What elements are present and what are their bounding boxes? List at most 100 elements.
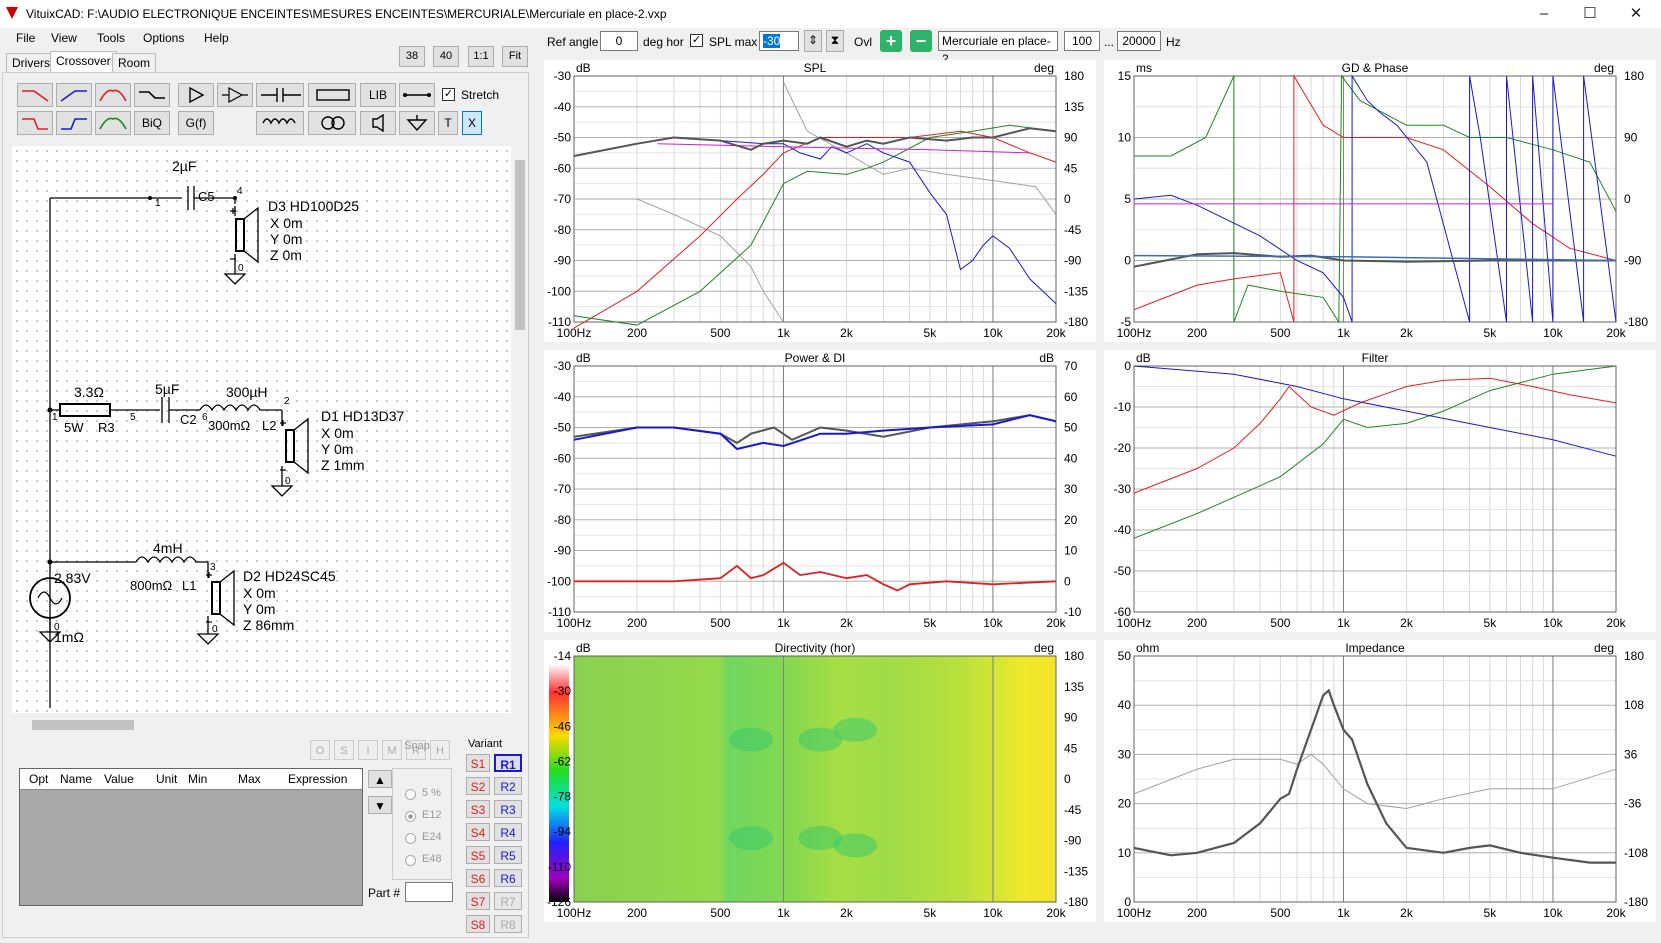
schematic-horizontal-scrollbar[interactable] xyxy=(12,718,511,732)
highpass-blue-2-tool[interactable] xyxy=(56,111,92,135)
transformer-tool[interactable] xyxy=(308,111,356,135)
filter-graph[interactable]: Filter dB 0 -10 -20 -30 -40 -50 -60 100Hz 200 500 1k… xyxy=(1104,350,1656,632)
variant-r3-button[interactable]: R3 xyxy=(494,800,522,818)
menu-tools[interactable]: Tools xyxy=(97,31,126,45)
speaker-tool[interactable] xyxy=(360,111,396,135)
x-tick-label: 1k xyxy=(1337,326,1351,340)
opamp-tool[interactable] xyxy=(217,83,253,107)
y-tick-label: -80 xyxy=(554,223,572,237)
ground-tool[interactable] xyxy=(399,111,435,135)
y2-tick-label: -108 xyxy=(1624,846,1648,860)
wire-tool[interactable] xyxy=(399,83,435,107)
variant-r4-button[interactable]: R4 xyxy=(494,823,522,841)
y-tick-label: 15 xyxy=(1118,69,1132,83)
buffer-tool[interactable] xyxy=(178,83,214,107)
t-button[interactable]: T xyxy=(438,111,458,135)
opt-i-button[interactable]: I xyxy=(358,740,378,760)
spl-max-value: -30 xyxy=(763,34,781,48)
spl-up-down-button[interactable]: ⇕ xyxy=(804,30,822,52)
x-button[interactable]: X xyxy=(462,111,482,135)
lowpass-red-2-tool[interactable] xyxy=(17,111,53,135)
spl-max-checkbox[interactable]: ✓ xyxy=(690,34,703,47)
gf-button[interactable]: G(f) xyxy=(178,111,214,135)
inductor-tool[interactable] xyxy=(256,111,304,135)
snap-e12-radio[interactable] xyxy=(405,811,416,822)
variant-r7-button[interactable]: R7 xyxy=(494,892,522,910)
snap-e48-radio[interactable] xyxy=(405,855,416,866)
impedance-graph[interactable]: Impedance ohm deg 50 40 30 20 10 0 180 108 36 -36 -10… xyxy=(1104,640,1656,922)
lowpass-red-tool[interactable] xyxy=(17,83,53,107)
close-button[interactable]: ✕ xyxy=(1629,5,1643,22)
snap-e24-label: E24 xyxy=(422,831,442,843)
tab-room[interactable]: Room xyxy=(112,53,157,72)
maximize-button[interactable]: ☐ xyxy=(1583,5,1597,22)
variant-s8-button[interactable]: S8 xyxy=(466,915,490,933)
opt-r-button[interactable]: R xyxy=(406,740,426,760)
optimizer-table[interactable]: Opt Name Value Unit Min Max Expression xyxy=(19,768,363,906)
scale-38-button[interactable]: 38 xyxy=(399,46,425,67)
opt-o-button[interactable]: O xyxy=(310,740,330,760)
spl-collapse-button[interactable]: ⧗ xyxy=(826,30,844,52)
variant-s1-button[interactable]: S1 xyxy=(466,754,490,772)
gd-phase-graph[interactable]: GD & Phase ms deg 15 10 5 0 -5 180 90 0 -90 -180 100H… xyxy=(1104,60,1656,342)
schematic-vertical-scrollbar[interactable] xyxy=(513,146,527,713)
table-header: Opt Name Value Unit Min Max Expression xyxy=(20,769,362,790)
horizontal-scroll-thumb[interactable] xyxy=(32,720,134,730)
opt-h-button[interactable]: H xyxy=(430,740,450,760)
part-number-input[interactable] xyxy=(405,882,453,902)
tab-crossover[interactable]: Crossover xyxy=(50,51,117,73)
menu-options[interactable]: Options xyxy=(143,31,185,45)
freq-max-input[interactable]: 20000 xyxy=(1117,31,1161,51)
ref-angle-input[interactable]: 0 xyxy=(600,31,638,51)
freq-min-input[interactable]: 100 xyxy=(1064,31,1100,51)
scale-40-button[interactable]: 40 xyxy=(433,46,459,67)
r3-power: 5W xyxy=(64,420,84,435)
minimize-button[interactable]: – xyxy=(1539,5,1549,22)
move-up-button[interactable]: ▲ xyxy=(368,770,392,788)
variant-r2-button[interactable]: R2 xyxy=(494,777,522,795)
menu-file[interactable]: File xyxy=(16,31,36,45)
variant-s2-button[interactable]: S2 xyxy=(466,777,490,795)
fit-button[interactable]: Fit xyxy=(502,46,528,67)
shelf-tool[interactable] xyxy=(134,83,170,107)
snap-e24-radio[interactable] xyxy=(405,833,416,844)
menu-help[interactable]: Help xyxy=(204,31,229,45)
stretch-checkbox[interactable]: ✓ xyxy=(442,88,455,101)
variant-s4-button[interactable]: S4 xyxy=(466,823,490,841)
l2-res: 300mΩ xyxy=(208,418,251,433)
variant-r1-button[interactable]: R1 xyxy=(494,754,522,772)
spl-max-input[interactable]: -30 xyxy=(759,31,799,51)
bandpass-red-tool[interactable] xyxy=(95,83,131,107)
opt-m-button[interactable]: M xyxy=(382,740,402,760)
snap-5pct-radio[interactable] xyxy=(405,789,416,800)
lib-button[interactable]: LIB xyxy=(360,83,396,107)
resistor-tool[interactable] xyxy=(308,83,356,107)
opt-s-button[interactable]: S xyxy=(334,740,354,760)
variant-r6-button[interactable]: R6 xyxy=(494,869,522,887)
bandpass-green-tool[interactable] xyxy=(95,111,131,135)
variant-s7-button[interactable]: S7 xyxy=(466,892,490,910)
add-overlay-icon[interactable]: + xyxy=(880,30,902,52)
remove-overlay-icon[interactable]: − xyxy=(910,30,932,52)
power-di-graph[interactable]: Power & DI dB dB -30 -40 -50 -60 -70 -80 -90 -100-… xyxy=(544,350,1096,632)
overlay-name-input[interactable]: Mercuriale en place-2 xyxy=(938,31,1058,66)
variant-r5-button[interactable]: R5 xyxy=(494,846,522,864)
capacitor-tool[interactable] xyxy=(256,83,304,107)
vertical-scroll-thumb[interactable] xyxy=(515,160,525,330)
directivity-graph[interactable]: Directivity (hor) dB deg -14 -30 -46 -62 -78 -94… xyxy=(544,640,1096,922)
y-tick-label: -70 xyxy=(554,482,572,496)
highpass-blue-tool[interactable] xyxy=(56,83,92,107)
node-label: 0 xyxy=(238,263,244,274)
schematic-canvas[interactable]: 2µF C5 1 4 0 D3 HD100D25 X 0m Y 0m Z 0m … xyxy=(12,146,511,713)
variant-s5-button[interactable]: S5 xyxy=(466,846,490,864)
scale-1-1-button[interactable]: 1:1 xyxy=(468,46,494,67)
variant-s6-button[interactable]: S6 xyxy=(466,869,490,887)
biquad-button[interactable]: BiQ xyxy=(134,111,170,135)
variant-s3-button[interactable]: S3 xyxy=(466,800,490,818)
variant-r8-button[interactable]: R8 xyxy=(494,915,522,933)
move-down-button[interactable]: ▼ xyxy=(368,796,392,814)
spl-graph[interactable]: SPL dB deg -30 -40 -50 -60 -70 -80 -90 -100 -110 180… xyxy=(544,60,1096,342)
menu-view[interactable]: View xyxy=(51,31,77,45)
y2-tick-label: 10 xyxy=(1064,544,1078,558)
tab-drivers[interactable]: Drivers xyxy=(6,53,56,72)
